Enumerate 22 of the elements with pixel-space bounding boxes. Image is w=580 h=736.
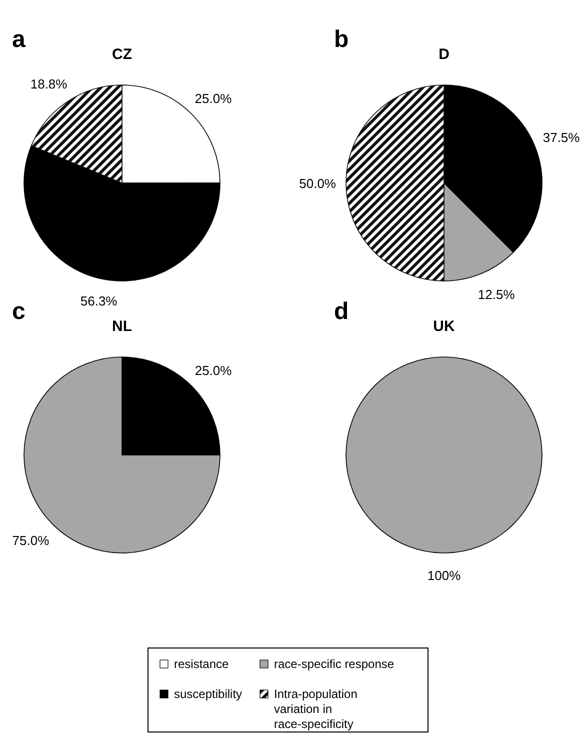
data-label: 25.0%: [194, 363, 232, 378]
legend-label: Intra-population variation in race-specificity: [274, 687, 358, 731]
chart-title: D: [438, 46, 450, 63]
chart-title: UK: [433, 318, 455, 335]
data-label: 12.5%: [478, 286, 516, 302]
data-label: 56.3%: [80, 294, 118, 309]
data-label: 75.0%: [12, 532, 50, 548]
text: b: [334, 26, 349, 53]
legend-label: susceptibility: [174, 687, 242, 701]
data-label: 25.0%: [194, 91, 232, 106]
data-label: 100%: [427, 568, 462, 583]
text: c: [12, 298, 26, 325]
data-label: 50.0%: [299, 176, 336, 191]
legend-label: resistance: [174, 657, 230, 671]
text: a: [12, 26, 26, 53]
chart-title: NL: [112, 318, 132, 335]
data-label: 37.5%: [542, 130, 580, 146]
legend-label: race-specific response: [274, 657, 394, 671]
chart-title: CZ: [112, 46, 132, 63]
text: d: [334, 298, 349, 325]
data-label: 18.8%: [30, 76, 68, 92]
pie-slice: [346, 84, 444, 282]
